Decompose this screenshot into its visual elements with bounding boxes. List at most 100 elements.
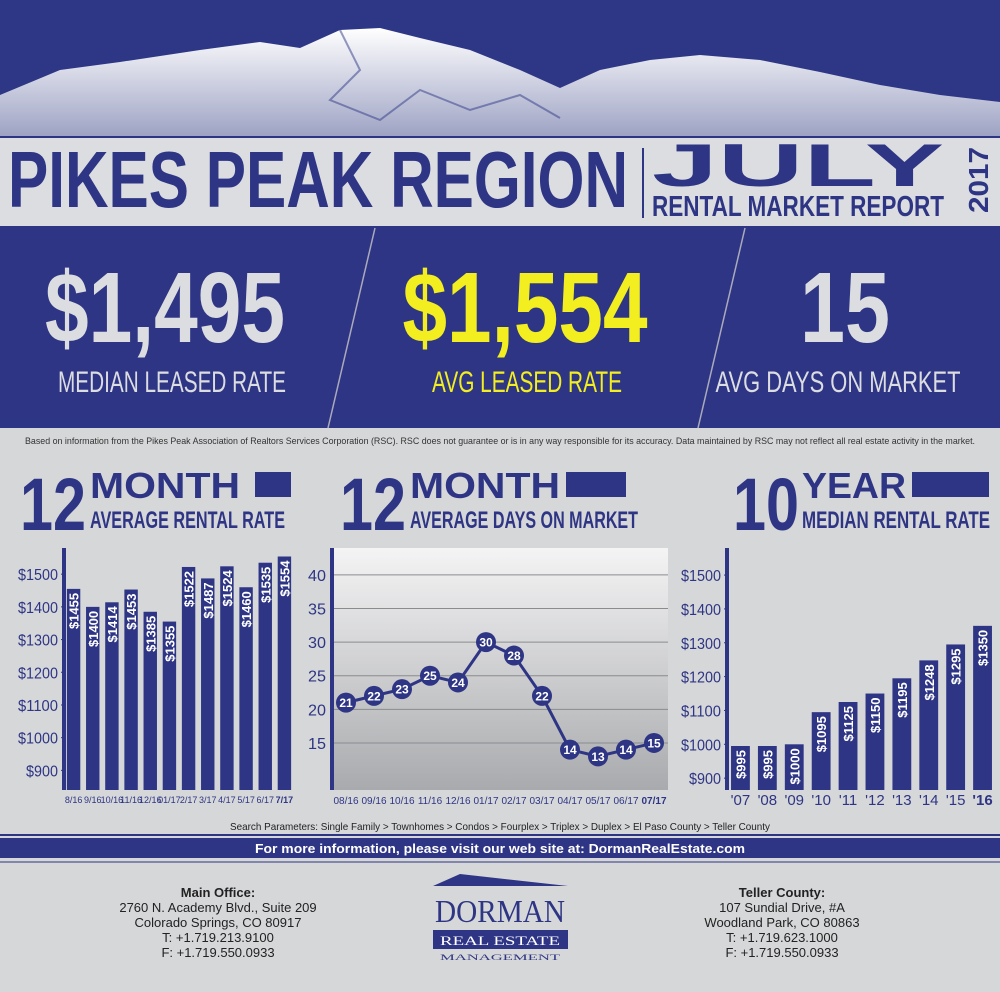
x-tick-label: 09/16 [361, 796, 386, 807]
x-tick-label: 03/17 [529, 796, 554, 807]
bar [66, 588, 81, 790]
chart-title-unit: MONTH [90, 465, 240, 506]
chart-title-unit: YEAR [802, 465, 906, 506]
y-tick-label: 35 [308, 602, 326, 619]
y-tick-label: $900 [689, 771, 721, 788]
bar [239, 587, 253, 790]
point [560, 739, 580, 760]
point [644, 732, 664, 753]
value-label: $1455 [67, 593, 82, 629]
point-label: 24 [451, 676, 465, 690]
logo-name: DORMAN [435, 893, 565, 929]
logo-line: MANAGEMENT [440, 953, 560, 962]
stat-value: 15 [800, 252, 890, 364]
header-band [0, 136, 1000, 226]
value-label: $1350 [976, 630, 991, 666]
stat-label: AVG DAYS ON MARKET [716, 366, 961, 399]
point-label: 23 [395, 683, 409, 697]
x-tick-label: 12/16 [139, 795, 162, 805]
bar [784, 744, 804, 790]
value-label: $1400 [86, 611, 101, 647]
y-tick-label: $1300 [681, 636, 721, 653]
info-band [0, 838, 1000, 858]
logo-roof [433, 874, 568, 886]
bar [105, 602, 119, 790]
x-tick-label: 2/17 [180, 795, 198, 805]
point-label: 14 [563, 743, 577, 757]
office-line: F: +1.719.550.0933 [725, 945, 838, 960]
point [336, 692, 356, 713]
x-tick-label: 12/16 [445, 796, 470, 807]
point [392, 679, 412, 700]
point-label: 21 [339, 696, 353, 710]
stat-label: MEDIAN LEASED RATE [58, 366, 286, 399]
x-tick-label: '08 [758, 792, 778, 809]
disclaimer: Based on information from the Pikes Peak… [25, 436, 975, 447]
bar [258, 562, 272, 790]
office-line: Woodland Park, CO 80863 [704, 915, 859, 930]
value-label: $1414 [105, 606, 120, 643]
value-label: $1248 [922, 664, 937, 700]
y-tick-label: $1000 [681, 737, 721, 754]
office-line: T: +1.719.623.1000 [726, 930, 838, 945]
x-tick-label: 06/17 [613, 796, 638, 807]
y-tick-label: $1200 [18, 665, 58, 682]
logo-band [433, 930, 568, 949]
x-tick-label: '07 [731, 792, 751, 809]
year: 2017 [963, 147, 994, 213]
y-tick-label: $1100 [681, 703, 721, 720]
office-line: Colorado Springs, CO 80917 [135, 915, 302, 930]
bar [201, 578, 215, 790]
x-tick-label: '16 [972, 792, 992, 809]
point [420, 665, 440, 686]
point [448, 672, 468, 693]
value-label: $1535 [258, 567, 273, 603]
x-tick-label: 02/17 [501, 796, 526, 807]
plot-background [332, 548, 668, 790]
chart-title-unit: MONTH [410, 465, 560, 506]
stat-label: AVG LEASED RATE [432, 366, 622, 399]
y-tick-label: $1100 [18, 698, 58, 715]
value-label: $1487 [201, 582, 216, 618]
y-tick-label: 20 [308, 702, 326, 719]
stat-value: $1,554 [403, 252, 648, 364]
x-tick-label: '14 [919, 792, 939, 809]
x-tick-label: '10 [811, 792, 831, 809]
bar [143, 611, 157, 790]
value-label: $1522 [182, 571, 197, 607]
x-tick-label: 9/16 [84, 795, 102, 805]
value-label: $1195 [895, 682, 910, 717]
chart-title-number: 12 [20, 463, 86, 546]
mountain [0, 28, 1000, 136]
value-label: $1453 [124, 594, 139, 630]
slash [327, 227, 376, 429]
x-tick-label: 4/17 [218, 795, 236, 805]
x-tick-label: 05/17 [585, 796, 610, 807]
bar [919, 660, 939, 790]
y-tick-label: $1000 [18, 731, 58, 748]
title-bar [255, 472, 291, 497]
value-label: $1554 [277, 560, 292, 597]
value-label: $1460 [239, 591, 254, 627]
y-tick-label: 25 [308, 669, 326, 686]
y-tick-label: 40 [308, 568, 326, 585]
bar [892, 678, 912, 790]
point-label: 14 [619, 743, 633, 757]
more-info: For more information, please visit our w… [255, 841, 745, 856]
value-label: $1000 [787, 748, 802, 784]
value-label: $995 [733, 750, 748, 779]
ridge [328, 29, 561, 122]
x-tick-label: 04/17 [557, 796, 582, 807]
x-tick-label: 8/16 [65, 795, 83, 805]
value-label: $1150 [868, 698, 883, 733]
title: PIKES PEAK REGION [8, 135, 628, 224]
logo-line: REAL ESTATE [440, 933, 560, 948]
x-tick-label: 5/17 [237, 795, 255, 805]
point-label: 28 [507, 649, 521, 663]
y-tick-label: $1500 [18, 567, 58, 584]
x-tick-label: '15 [946, 792, 966, 809]
stats-band [0, 226, 1000, 428]
point-label: 25 [423, 669, 437, 683]
point [476, 632, 496, 653]
